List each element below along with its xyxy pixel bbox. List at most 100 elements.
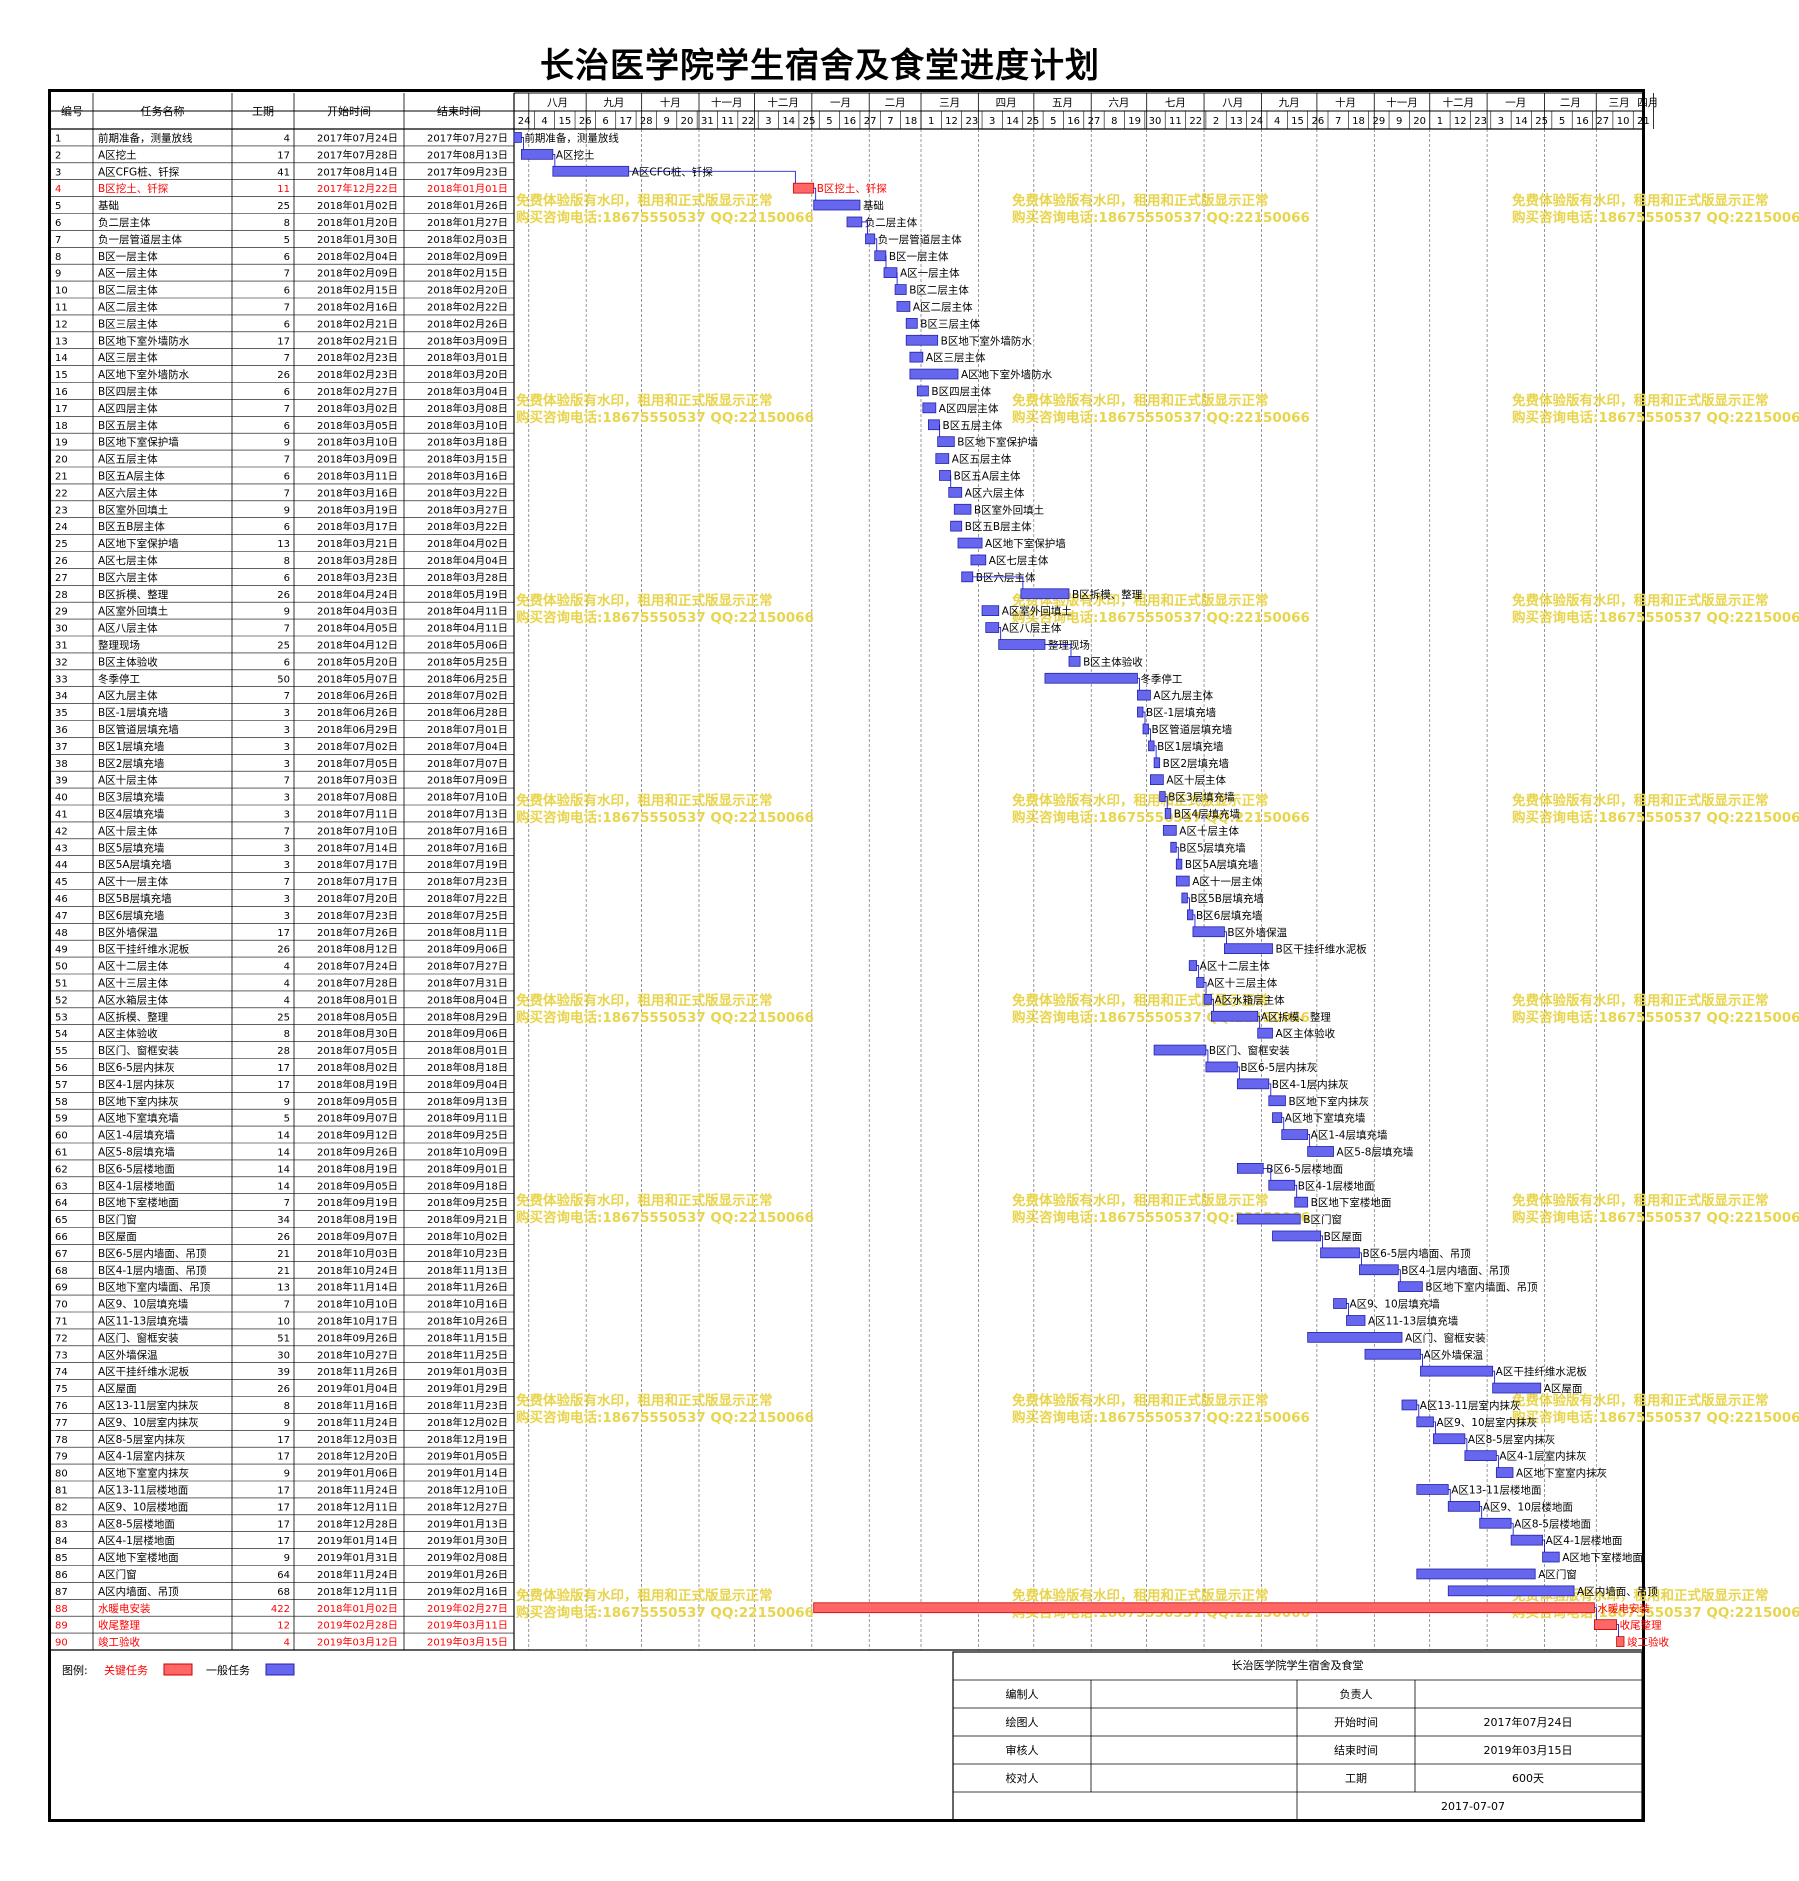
task-id: 15 (55, 370, 68, 381)
task-id: 19 (55, 438, 68, 449)
task-name: 水暖电安装 (98, 1602, 151, 1615)
bar-label: A区八层主体 (1002, 623, 1062, 635)
task-start: 2018年02月21日 (317, 334, 398, 347)
gantt-bar (937, 436, 955, 448)
gantt-bar (970, 554, 987, 566)
watermark-text: 免费体验版有水印，租用和正式版显示正常 (1012, 392, 1269, 409)
task-id: 3 (55, 167, 61, 178)
task-end: 2018年09月06日 (427, 1027, 508, 1040)
bar-label: B区4-1层内墙面、吊顶 (1401, 1264, 1510, 1277)
bar-label: B区6-5层内抹灰 (1240, 1061, 1317, 1074)
task-name: B区门、窗框安装 (98, 1044, 179, 1057)
watermark-text: 免费体验版有水印，租用和正式版显示正常 (1012, 1587, 1269, 1604)
dependency-link (1224, 931, 1227, 944)
task-duration: 25 (277, 201, 290, 212)
task-end: 2018年04月02日 (427, 537, 508, 550)
task-id: 26 (55, 556, 68, 567)
task-id: 20 (55, 455, 68, 466)
task-duration: 7 (284, 691, 290, 702)
gantt-bar (1333, 1298, 1347, 1309)
legend-normal-label: 一般任务 (206, 1664, 250, 1677)
task-start: 2018年07月10日 (317, 824, 398, 837)
gantt-bar (896, 301, 911, 312)
task-name: A区4-1层楼地面 (98, 1534, 175, 1547)
task-duration: 14 (277, 1164, 290, 1175)
week-label: 14 (1515, 116, 1528, 127)
task-id: 49 (55, 945, 68, 956)
task-name: A区地下室楼地面 (98, 1551, 179, 1564)
gantt-bar (1272, 1112, 1283, 1123)
task-start: 2018年07月26日 (317, 926, 398, 939)
task-name: A区地下室填充墙 (98, 1112, 179, 1125)
task-end: 2017年08月13日 (427, 148, 508, 161)
task-id: 46 (55, 894, 68, 905)
bar-label: B区三层主体 (920, 318, 980, 330)
month-label: 十一月 (711, 96, 743, 109)
task-duration: 7 (284, 303, 290, 314)
task-end: 2018年07月22日 (427, 892, 508, 905)
bar-label: A区二层主体 (913, 302, 973, 314)
task-name: B区地下室外墙防水 (98, 334, 190, 347)
gantt-bar (1416, 1484, 1449, 1495)
week-label: 7 (887, 116, 893, 127)
page-title: 长治医学院学生宿舍及食堂进度计划 (540, 46, 1100, 86)
task-name: A区一层主体 (98, 268, 158, 280)
task-id: 7 (55, 235, 61, 246)
task-end: 2018年09月13日 (427, 1095, 508, 1108)
legend-critical-label: 关键任务 (104, 1663, 148, 1677)
bar-label: B区2层填充墙 (1163, 757, 1230, 770)
watermark-text: 免费体验版有水印，租用和正式版显示正常 (516, 592, 773, 609)
week-label: 26 (579, 116, 592, 127)
task-end: 2018年10月16日 (427, 1298, 508, 1311)
gantt-bar (1268, 1095, 1286, 1107)
task-start: 2018年07月14日 (317, 841, 398, 854)
task-duration: 6 (284, 657, 290, 668)
task-name: 基础 (98, 199, 119, 212)
task-duration: 4 (284, 979, 290, 990)
task-duration: 4 (284, 1638, 290, 1649)
task-duration: 25 (277, 1012, 290, 1023)
task-duration: 5 (284, 1114, 290, 1125)
task-duration: 25 (277, 641, 290, 652)
task-end: 2018年03月22日 (427, 520, 508, 533)
week-label: 27 (1088, 116, 1101, 127)
bar-label: A区屋面 (1544, 1383, 1583, 1395)
gantt-bar (1142, 723, 1149, 735)
task-duration: 17 (277, 336, 290, 347)
task-duration: 8 (284, 218, 290, 229)
task-end: 2018年07月13日 (427, 808, 508, 821)
task-start: 2017年08月14日 (317, 165, 398, 178)
dependency-link (1268, 1083, 1272, 1096)
task-start: 2018年06月29日 (317, 723, 398, 736)
gantt-bar (894, 284, 907, 295)
task-duration: 30 (277, 1350, 290, 1361)
task-id: 88 (55, 1604, 68, 1615)
bar-label: B区二层主体 (909, 285, 969, 297)
gantt-bar (1307, 1146, 1334, 1157)
task-start: 2018年06月26日 (317, 706, 398, 719)
dependency-link (1192, 914, 1196, 927)
watermark-text: 购买咨询电话:18675550537 QQ:22150066 (516, 409, 814, 426)
month-label: 三月 (939, 97, 960, 109)
task-id: 34 (55, 691, 68, 702)
watermark-text: 免费体验版有水印，租用和正式版显示正常 (1512, 992, 1769, 1009)
gantt-bar (1159, 791, 1166, 802)
watermark-text: 购买咨询电话:18675550537 QQ:22150066 (1012, 809, 1310, 826)
bar-label: A区地下室室内抹灰 (1516, 1467, 1607, 1480)
task-name: A区六层主体 (98, 487, 158, 499)
gantt-bar (928, 419, 940, 431)
gantt-bar (513, 132, 522, 143)
task-duration: 17 (277, 1502, 290, 1513)
task-id: 43 (55, 843, 68, 854)
task-id: 5 (55, 201, 61, 212)
task-id: 73 (55, 1350, 68, 1361)
bar-label: B区4层填充墙 (1174, 808, 1241, 821)
week-label: 19 (1128, 116, 1141, 127)
bar-label: B区5层填充墙 (1179, 841, 1246, 854)
dependency-link (1263, 1167, 1272, 1181)
bar-label: A区9、10层填充墙 (1350, 1298, 1441, 1311)
week-label: 16 (843, 116, 856, 127)
task-id: 87 (55, 1587, 68, 1598)
gantt-bar (846, 216, 863, 228)
task-end: 2018年05月19日 (427, 588, 508, 601)
